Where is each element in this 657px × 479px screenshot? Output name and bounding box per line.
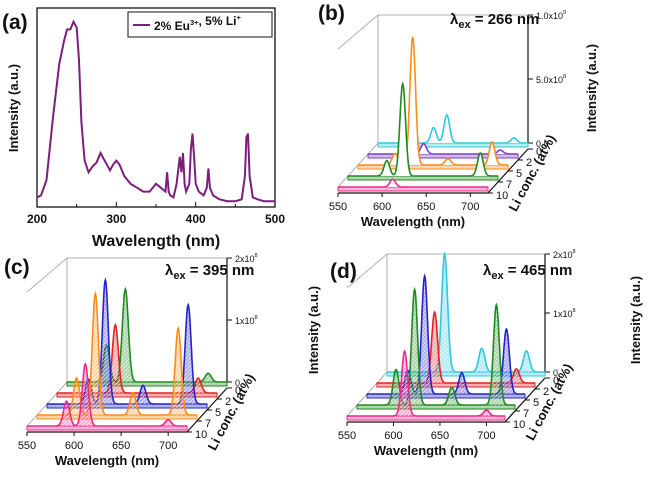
panel-label: (a) [2, 11, 28, 34]
wavelength-tick-label: 650 [112, 440, 130, 452]
x-tick-label: 300 [106, 212, 126, 226]
intensity-tick-label: 1.0x109 [536, 10, 566, 21]
x-tick-label: 500 [265, 212, 285, 226]
intensity-tick-label: 0.0 [536, 139, 549, 149]
spectrum-line [27, 362, 187, 427]
depth-tick-label: 5 [533, 397, 539, 409]
spectrum-mask [348, 83, 498, 176]
depth-tick-label: 10 [496, 190, 508, 202]
wavelength-tick-label: 550 [329, 201, 347, 213]
x-axis-title: Wavelength (nm) [92, 233, 220, 250]
depth-tick-label: 7 [523, 408, 529, 420]
wavelength-tick-label: 650 [417, 201, 435, 213]
depth-tick-label: 7 [506, 179, 512, 191]
plot-frame [36, 7, 276, 208]
spectrum-line [357, 286, 515, 406]
depth-tick-label: 0 [536, 146, 542, 158]
wavelength-tick-label: 700 [461, 201, 479, 213]
wavelength-tick-label: 600 [373, 201, 391, 213]
legend-label: 2% Eu3+, 5% Li+ [154, 13, 242, 33]
depth-tick-label: 0 [553, 375, 559, 387]
depth-tick-label: 2 [543, 386, 549, 398]
wavelength-tick-label: 550 [18, 440, 36, 452]
excitation-wavelength-label: λex = 465 nm [483, 262, 572, 282]
spectrum-hatch [37, 293, 197, 415]
wavelength-tick-label: 550 [338, 430, 356, 442]
spectrum-hatch [57, 324, 217, 393]
excitation-wavelength-label: λex = 395 nm [165, 262, 254, 282]
wavelength-tick-label: 650 [431, 430, 449, 442]
x-tick-label: 400 [186, 212, 206, 226]
intensity-tick-label: 0 [553, 368, 558, 378]
spectrum-hatch [367, 276, 525, 394]
excitation-spectrum-line [36, 19, 275, 203]
spectrum-mask [368, 143, 518, 154]
intensity-tick-label: 0 [235, 378, 240, 388]
panel-label: (d) [330, 260, 357, 283]
depth-tick-label: 5 [516, 168, 522, 180]
panel-label: (b) [318, 2, 345, 25]
side-wall-edge [346, 253, 388, 289]
side-wall-edge [337, 14, 379, 50]
depth-tick-label: 2 [225, 396, 231, 408]
spectrum-hatch [357, 289, 515, 405]
depth-tick-label: 5 [215, 407, 221, 419]
intensity-tick-label: 5.0x108 [536, 74, 566, 85]
intensity-tick-label: 2x108 [553, 249, 576, 260]
intensity-tick-label: 1x108 [235, 315, 258, 326]
panel-a: 200 300 400 500 2% Eu3+, 5% Li+ (a) Intensity … [2, 7, 285, 250]
depth-tick-label: 7 [205, 418, 211, 430]
intensity-tick-label: 2x108 [235, 253, 258, 264]
intensity-tick-label: 1x108 [553, 308, 576, 319]
wavelength-tick-label: 600 [65, 440, 83, 452]
intensity-axis-title: Intensity (a.u.) [306, 286, 321, 374]
depth-tick-label: 10 [195, 429, 207, 441]
panel-label: (c) [4, 256, 30, 279]
spectrum-line [338, 178, 488, 188]
spectrum-hatch [47, 280, 207, 404]
wavelength-tick-label: 700 [477, 430, 495, 442]
wavelength-tick-label: 600 [384, 430, 402, 442]
spectrum-line [348, 81, 498, 177]
spectrum-line [347, 349, 505, 417]
x-tick-label: 200 [27, 212, 47, 226]
side-wall-edge [26, 257, 68, 293]
intensity-axis-title: Intensity (a.u.) [584, 44, 599, 132]
wavelength-axis-title: Wavelength (nm) [361, 214, 465, 229]
intensity-axis-title: Intensity (a.u.) [628, 276, 643, 364]
wavelength-axis-title: Wavelength (nm) [374, 443, 478, 458]
spectrum-hatch [27, 364, 187, 426]
spectrum-mask [358, 37, 508, 165]
excitation-wavelength-label: λex = 266 nm [450, 11, 539, 31]
y-axis-title: Intensity (a.u.) [6, 64, 21, 152]
depth-tick-label: 0 [235, 385, 241, 397]
depth-tick-label: 2 [526, 157, 532, 169]
depth-tick-label: 10 [513, 419, 525, 431]
wavelength-tick-label: 700 [159, 440, 177, 452]
legend-box [127, 11, 273, 38]
panel-b: 0.0 5.0x108 1.0x109 550 600 650 700Wavelength … [318, 2, 599, 229]
wavelength-axis-title: Wavelength (nm) [55, 453, 159, 468]
spectrum-mask [378, 114, 528, 143]
